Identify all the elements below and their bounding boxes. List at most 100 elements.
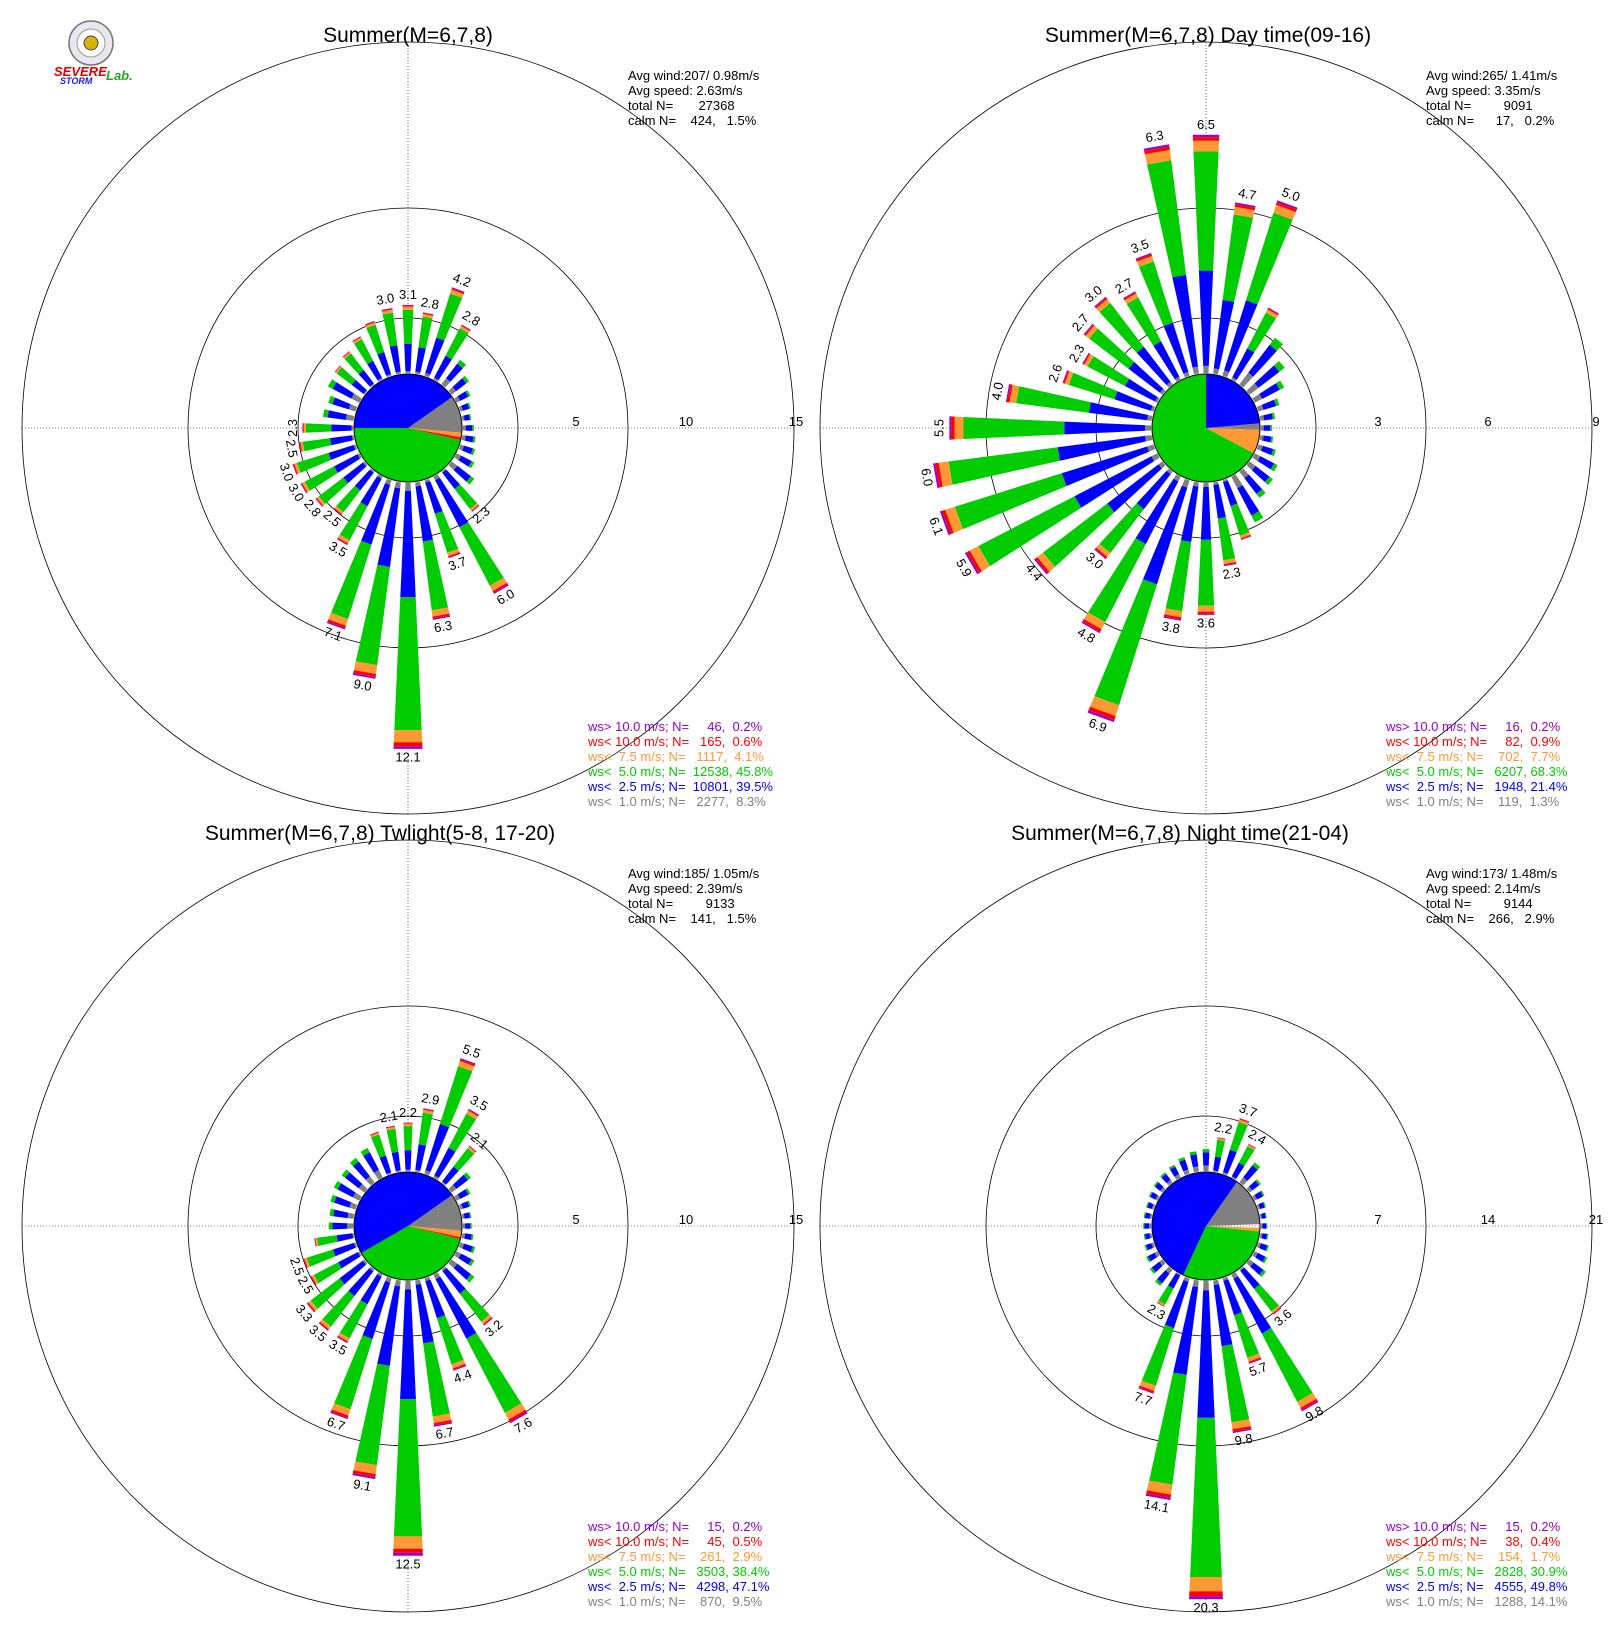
spoke-170-lt2-5-segment <box>1213 484 1226 519</box>
spoke-240-lt2-5-segment <box>1147 1252 1157 1262</box>
spoke-190-lt10-segment <box>1146 1490 1172 1498</box>
spoke-230-lt7-5-segment <box>308 1300 318 1312</box>
spoke-10-gt10-segment <box>422 312 434 315</box>
spoke-210-lt7-5-segment <box>337 1332 350 1342</box>
spoke-190-lt1-segment <box>1193 481 1199 487</box>
spoke-350-lt7-5-segment <box>386 1126 396 1131</box>
spoke-70-lt1-segment <box>1256 404 1264 412</box>
spoke-350-lt1-segment <box>395 371 401 375</box>
spoke-290-lt7-5-segment <box>1064 371 1074 385</box>
spoke-40-lt5-segment <box>1269 337 1283 351</box>
spoke-220-lt2-5-segment <box>354 469 374 491</box>
legend-ws-lt-5: ws< 5.0 m/s; N= 2828, 30.9% <box>1385 1564 1568 1579</box>
spoke-30-lt2-5-segment <box>434 1147 456 1178</box>
spoke-270-lt10-segment <box>951 416 955 440</box>
stat-total-n: total N= 9144 <box>1426 896 1533 911</box>
spoke-160-lt1-segment <box>1222 1276 1229 1281</box>
spoke-280-lt1-segment <box>1149 1213 1153 1219</box>
spoke-230-lt2-5-segment <box>1151 1261 1163 1273</box>
spoke-200-lt2-5-segment <box>1143 485 1188 585</box>
spoke-30-gt10-segment <box>461 324 471 331</box>
center-pie-slice-lt7-5 <box>408 428 462 438</box>
spoke-80-lt5-segment <box>469 414 472 420</box>
spoke-0-lt1-segment <box>405 371 411 374</box>
spoke-130-lt2-5-segment <box>1250 1262 1264 1275</box>
spoke-340-gt10-segment <box>1135 252 1152 260</box>
spoke-80-lt5-segment <box>1264 1212 1267 1219</box>
spoke-190-lt1-segment <box>394 1279 401 1287</box>
spoke-10-lt7-5-segment <box>422 313 434 319</box>
spoke-260-lt1-segment <box>1149 1233 1153 1239</box>
center-pie-slice-lt2-5 <box>353 1171 453 1253</box>
spoke-90-lt2-5-segment <box>465 1223 471 1229</box>
spoke-200-lt5-segment <box>334 1335 373 1410</box>
spoke-40-lt1-segment <box>1239 372 1254 388</box>
spoke-350-lt10-segment <box>1144 146 1170 155</box>
spoke-240-lt7-5-segment <box>969 546 990 572</box>
spoke-340-lt1-segment <box>1183 371 1190 378</box>
spoke-10-lt2-5-segment <box>1213 1156 1222 1172</box>
spoke-160-lt2-5-segment <box>425 481 443 514</box>
spoke-270-lt10-segment <box>303 423 304 433</box>
spoke-20-lt5-segment <box>440 1066 473 1128</box>
spoke-40-lt1-segment <box>441 378 451 388</box>
spoke-100-lt2-5-segment <box>1262 435 1272 443</box>
stat-calm-n: calm N= 266, 2.9% <box>1426 911 1555 926</box>
spoke-280-lt5-segment <box>1143 1212 1146 1219</box>
spoke-280-lt1-segment <box>345 414 355 421</box>
spoke-160-value-label: 3.7 <box>446 553 468 573</box>
spoke-60-lt2-5-segment <box>457 1189 469 1199</box>
spoke-230-lt2-5-segment <box>1107 464 1162 513</box>
spoke-70-lt5-segment <box>1262 1201 1266 1208</box>
spoke-70-lt2-5-segment <box>461 1201 470 1209</box>
spoke-250-lt10-segment <box>293 463 298 475</box>
spoke-140-lt2-5-segment <box>442 469 460 489</box>
ring-label-1: 5 <box>572 414 579 429</box>
spoke-40-lt7-5-segment <box>467 1146 476 1154</box>
spoke-110-lt5-segment <box>1265 1245 1269 1252</box>
spoke-30-lt7-5-segment <box>466 1110 479 1120</box>
spoke-150-gt10-segment <box>493 584 509 594</box>
spoke-190-lt5-segment <box>1149 1372 1187 1485</box>
spoke-340-lt5-segment <box>371 1134 386 1158</box>
spoke-200-lt2-5-segment <box>362 1280 391 1339</box>
spoke-80-lt5-segment <box>1271 412 1276 420</box>
spoke-140-lt1-segment <box>441 1266 447 1272</box>
spoke-350-lt5-segment <box>386 1128 399 1153</box>
spoke-300-lt1-segment <box>351 393 362 403</box>
spoke-280-lt2-5-segment <box>333 1209 349 1219</box>
spoke-160-gt10-segment <box>1248 1358 1262 1364</box>
spoke-330-lt7-5-segment <box>1124 293 1139 304</box>
spoke-350-lt1-segment <box>395 1170 401 1173</box>
spoke-20-lt2-5-segment <box>1224 300 1258 373</box>
spoke-280-value-label: 4.0 <box>988 381 1006 401</box>
spoke-240-lt5-segment <box>304 466 338 491</box>
spoke-190-gt10-segment <box>1163 616 1182 621</box>
speed-legend: ws> 10.0 m/s; N= 46, 0.2% ws< 10.0 m/s; … <box>587 719 773 809</box>
center-pie-slice-lt1 <box>408 397 463 433</box>
spoke-190-gt10-segment <box>352 673 376 679</box>
spoke-240-lt1-segment <box>357 453 362 459</box>
spoke-50-lt2-5-segment <box>452 1174 468 1189</box>
spoke-40-lt5-segment <box>453 1148 475 1171</box>
spoke-210-gt10-segment <box>1156 1302 1165 1307</box>
spoke-180-lt1-segment <box>405 1280 411 1290</box>
spoke-200-lt7-5-segment <box>331 1403 351 1416</box>
spoke-180-lt10-segment <box>1197 611 1215 614</box>
spoke-0-value-label: 3.1 <box>399 287 417 302</box>
spoke-0-value-label: 2.2 <box>399 1105 417 1120</box>
spoke-140-lt5-segment <box>1254 1284 1279 1312</box>
spoke-110-lt5-segment <box>470 448 476 456</box>
spoke-320-lt2-5-segment <box>1161 1173 1171 1184</box>
legend-ws-gt-10: ws> 10.0 m/s; N= 46, 0.2% <box>587 719 763 734</box>
spoke-160-value-label: 5.7 <box>1247 1359 1269 1379</box>
spoke-160-lt2-5-segment <box>425 1279 446 1319</box>
spoke-210-lt7-5-segment <box>337 534 350 544</box>
spoke-330-lt10-segment <box>1123 292 1137 301</box>
spoke-210-gt10-segment <box>336 538 348 546</box>
spoke-180-lt1-segment <box>1203 482 1209 487</box>
spoke-250-value-label: 6.1 <box>926 515 946 537</box>
spoke-260-lt2-5-segment <box>330 435 353 446</box>
spoke-290-lt10-segment <box>1063 370 1070 384</box>
spoke-210-lt2-5-segment <box>360 1274 382 1305</box>
